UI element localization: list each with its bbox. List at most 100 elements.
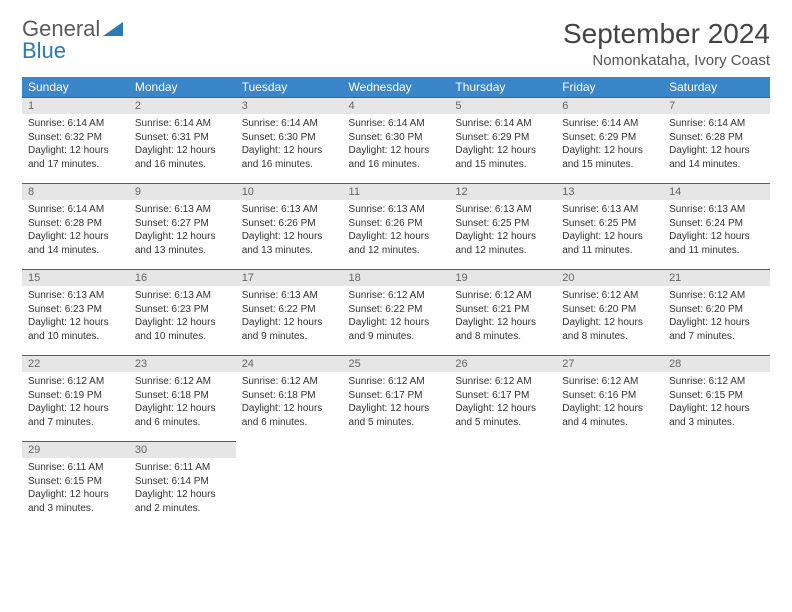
calendar-week-row: 15Sunrise: 6:13 AMSunset: 6:23 PMDayligh… [22, 270, 770, 356]
calendar-week-row: 1Sunrise: 6:14 AMSunset: 6:32 PMDaylight… [22, 98, 770, 184]
calendar-day-cell: 8Sunrise: 6:14 AMSunset: 6:28 PMDaylight… [22, 184, 129, 270]
day-number: 26 [449, 356, 556, 372]
day-detail: Sunrise: 6:13 AMSunset: 6:24 PMDaylight:… [663, 200, 770, 260]
calendar-day-cell: 19Sunrise: 6:12 AMSunset: 6:21 PMDayligh… [449, 270, 556, 356]
day-number: 24 [236, 356, 343, 372]
day-number: 17 [236, 270, 343, 286]
calendar-week-row: 22Sunrise: 6:12 AMSunset: 6:19 PMDayligh… [22, 356, 770, 442]
calendar-day-cell: 27Sunrise: 6:12 AMSunset: 6:16 PMDayligh… [556, 356, 663, 442]
day-number: 7 [663, 98, 770, 114]
day-number: 21 [663, 270, 770, 286]
day-detail: Sunrise: 6:12 AMSunset: 6:16 PMDaylight:… [556, 372, 663, 432]
calendar-day-cell: 28Sunrise: 6:12 AMSunset: 6:15 PMDayligh… [663, 356, 770, 442]
day-number: 5 [449, 98, 556, 114]
day-detail: Sunrise: 6:12 AMSunset: 6:18 PMDaylight:… [236, 372, 343, 432]
day-detail: Sunrise: 6:13 AMSunset: 6:27 PMDaylight:… [129, 200, 236, 260]
weekday-header: Monday [129, 77, 236, 98]
day-detail: Sunrise: 6:14 AMSunset: 6:32 PMDaylight:… [22, 114, 129, 174]
day-detail: Sunrise: 6:13 AMSunset: 6:25 PMDaylight:… [449, 200, 556, 260]
weekday-header: Wednesday [343, 77, 450, 98]
day-detail: Sunrise: 6:12 AMSunset: 6:17 PMDaylight:… [343, 372, 450, 432]
calendar-week-row: 8Sunrise: 6:14 AMSunset: 6:28 PMDaylight… [22, 184, 770, 270]
day-detail: Sunrise: 6:13 AMSunset: 6:23 PMDaylight:… [22, 286, 129, 346]
day-number: 19 [449, 270, 556, 286]
day-detail: Sunrise: 6:13 AMSunset: 6:25 PMDaylight:… [556, 200, 663, 260]
day-detail: Sunrise: 6:12 AMSunset: 6:20 PMDaylight:… [556, 286, 663, 346]
day-number: 9 [129, 184, 236, 200]
calendar-day-cell [449, 442, 556, 528]
day-detail: Sunrise: 6:13 AMSunset: 6:23 PMDaylight:… [129, 286, 236, 346]
day-detail: Sunrise: 6:12 AMSunset: 6:19 PMDaylight:… [22, 372, 129, 432]
calendar-day-cell: 2Sunrise: 6:14 AMSunset: 6:31 PMDaylight… [129, 98, 236, 184]
calendar-day-cell: 11Sunrise: 6:13 AMSunset: 6:26 PMDayligh… [343, 184, 450, 270]
weekday-header: Saturday [663, 77, 770, 98]
calendar-day-cell: 20Sunrise: 6:12 AMSunset: 6:20 PMDayligh… [556, 270, 663, 356]
calendar-day-cell: 7Sunrise: 6:14 AMSunset: 6:28 PMDaylight… [663, 98, 770, 184]
calendar-day-cell: 14Sunrise: 6:13 AMSunset: 6:24 PMDayligh… [663, 184, 770, 270]
day-number: 20 [556, 270, 663, 286]
day-detail: Sunrise: 6:14 AMSunset: 6:29 PMDaylight:… [556, 114, 663, 174]
day-number: 11 [343, 184, 450, 200]
weekday-header: Sunday [22, 77, 129, 98]
day-detail: Sunrise: 6:14 AMSunset: 6:30 PMDaylight:… [343, 114, 450, 174]
weekday-header: Friday [556, 77, 663, 98]
day-number: 30 [129, 442, 236, 458]
day-number: 29 [22, 442, 129, 458]
title-block: September 2024 Nomonkataha, Ivory Coast [563, 18, 770, 69]
location: Nomonkataha, Ivory Coast [563, 52, 770, 69]
day-number: 4 [343, 98, 450, 114]
weekday-header-row: SundayMondayTuesdayWednesdayThursdayFrid… [22, 77, 770, 98]
calendar-day-cell [236, 442, 343, 528]
calendar-day-cell [343, 442, 450, 528]
day-number: 28 [663, 356, 770, 372]
day-number: 12 [449, 184, 556, 200]
calendar-day-cell: 29Sunrise: 6:11 AMSunset: 6:15 PMDayligh… [22, 442, 129, 528]
day-detail: Sunrise: 6:13 AMSunset: 6:26 PMDaylight:… [236, 200, 343, 260]
calendar-week-row: 29Sunrise: 6:11 AMSunset: 6:15 PMDayligh… [22, 442, 770, 528]
weekday-header: Thursday [449, 77, 556, 98]
calendar-day-cell: 9Sunrise: 6:13 AMSunset: 6:27 PMDaylight… [129, 184, 236, 270]
day-number: 22 [22, 356, 129, 372]
calendar-day-cell: 18Sunrise: 6:12 AMSunset: 6:22 PMDayligh… [343, 270, 450, 356]
day-detail: Sunrise: 6:12 AMSunset: 6:18 PMDaylight:… [129, 372, 236, 432]
day-detail: Sunrise: 6:12 AMSunset: 6:21 PMDaylight:… [449, 286, 556, 346]
calendar-day-cell: 24Sunrise: 6:12 AMSunset: 6:18 PMDayligh… [236, 356, 343, 442]
day-detail: Sunrise: 6:12 AMSunset: 6:20 PMDaylight:… [663, 286, 770, 346]
day-number: 3 [236, 98, 343, 114]
day-number: 15 [22, 270, 129, 286]
header: General Blue September 2024 Nomonkataha,… [22, 18, 770, 69]
calendar-day-cell: 10Sunrise: 6:13 AMSunset: 6:26 PMDayligh… [236, 184, 343, 270]
day-number: 16 [129, 270, 236, 286]
day-number: 27 [556, 356, 663, 372]
calendar-day-cell: 22Sunrise: 6:12 AMSunset: 6:19 PMDayligh… [22, 356, 129, 442]
day-detail: Sunrise: 6:14 AMSunset: 6:31 PMDaylight:… [129, 114, 236, 174]
logo-text-blue: Blue [22, 38, 66, 63]
calendar-day-cell: 5Sunrise: 6:14 AMSunset: 6:29 PMDaylight… [449, 98, 556, 184]
day-number: 13 [556, 184, 663, 200]
day-detail: Sunrise: 6:11 AMSunset: 6:14 PMDaylight:… [129, 458, 236, 518]
calendar-day-cell: 12Sunrise: 6:13 AMSunset: 6:25 PMDayligh… [449, 184, 556, 270]
calendar-day-cell: 16Sunrise: 6:13 AMSunset: 6:23 PMDayligh… [129, 270, 236, 356]
day-detail: Sunrise: 6:14 AMSunset: 6:28 PMDaylight:… [22, 200, 129, 260]
day-detail: Sunrise: 6:14 AMSunset: 6:30 PMDaylight:… [236, 114, 343, 174]
calendar-day-cell: 23Sunrise: 6:12 AMSunset: 6:18 PMDayligh… [129, 356, 236, 442]
day-detail: Sunrise: 6:14 AMSunset: 6:29 PMDaylight:… [449, 114, 556, 174]
day-number: 8 [22, 184, 129, 200]
calendar-day-cell [663, 442, 770, 528]
day-number: 18 [343, 270, 450, 286]
calendar-day-cell: 6Sunrise: 6:14 AMSunset: 6:29 PMDaylight… [556, 98, 663, 184]
calendar-day-cell: 26Sunrise: 6:12 AMSunset: 6:17 PMDayligh… [449, 356, 556, 442]
calendar-day-cell: 3Sunrise: 6:14 AMSunset: 6:30 PMDaylight… [236, 98, 343, 184]
calendar-table: SundayMondayTuesdayWednesdayThursdayFrid… [22, 77, 770, 528]
day-detail: Sunrise: 6:13 AMSunset: 6:22 PMDaylight:… [236, 286, 343, 346]
day-number: 6 [556, 98, 663, 114]
day-detail: Sunrise: 6:11 AMSunset: 6:15 PMDaylight:… [22, 458, 129, 518]
day-detail: Sunrise: 6:14 AMSunset: 6:28 PMDaylight:… [663, 114, 770, 174]
weekday-header: Tuesday [236, 77, 343, 98]
day-number: 2 [129, 98, 236, 114]
month-title: September 2024 [563, 18, 770, 50]
day-detail: Sunrise: 6:12 AMSunset: 6:15 PMDaylight:… [663, 372, 770, 432]
calendar-day-cell: 1Sunrise: 6:14 AMSunset: 6:32 PMDaylight… [22, 98, 129, 184]
day-number: 23 [129, 356, 236, 372]
logo-triangle-icon [103, 22, 123, 36]
